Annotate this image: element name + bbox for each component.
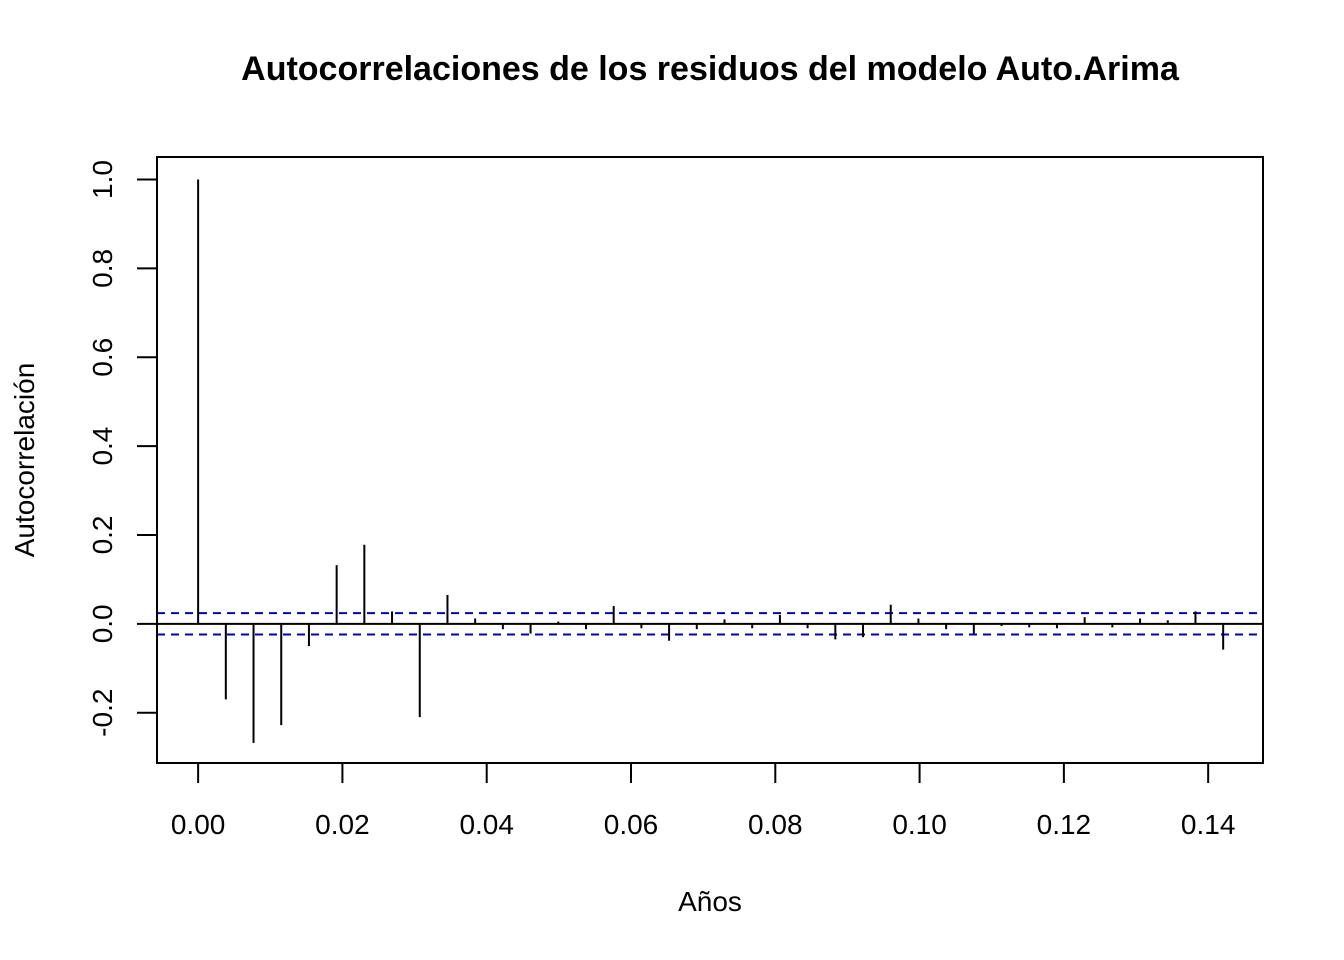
y-tick-label: 1.0 [87, 160, 118, 199]
x-tick-label: 0.06 [604, 809, 659, 840]
y-tick-label: 0.0 [87, 604, 118, 643]
x-tick-label: 0.08 [748, 809, 803, 840]
y-axis-label: Autocorrelación [9, 363, 40, 558]
x-tick-label: 0.14 [1181, 809, 1236, 840]
y-tick-label: 0.4 [87, 427, 118, 466]
x-tick-label: 0.10 [892, 809, 947, 840]
y-axis: -0.2 0.0 0.2 0.4 0.6 0.8 1.0 [87, 160, 158, 737]
plot-frame [156, 156, 1264, 764]
y-tick-label: -0.2 [87, 689, 118, 737]
x-tick-label: 0.02 [315, 809, 370, 840]
x-tick-label: 0.12 [1037, 809, 1092, 840]
y-tick-label: 0.6 [87, 338, 118, 377]
x-axis: 0.00 0.02 0.04 0.06 0.08 0.10 0.12 0.14 [171, 762, 1236, 840]
x-tick-label: 0.00 [171, 809, 226, 840]
chart-title: Autocorrelaciones de los residuos del mo… [241, 50, 1180, 88]
plot-area [157, 179, 1263, 743]
y-tick-label: 0.2 [87, 515, 118, 554]
y-tick-label: 0.8 [87, 249, 118, 288]
x-axis-label: Años [678, 886, 742, 917]
x-tick-label: 0.04 [459, 809, 514, 840]
